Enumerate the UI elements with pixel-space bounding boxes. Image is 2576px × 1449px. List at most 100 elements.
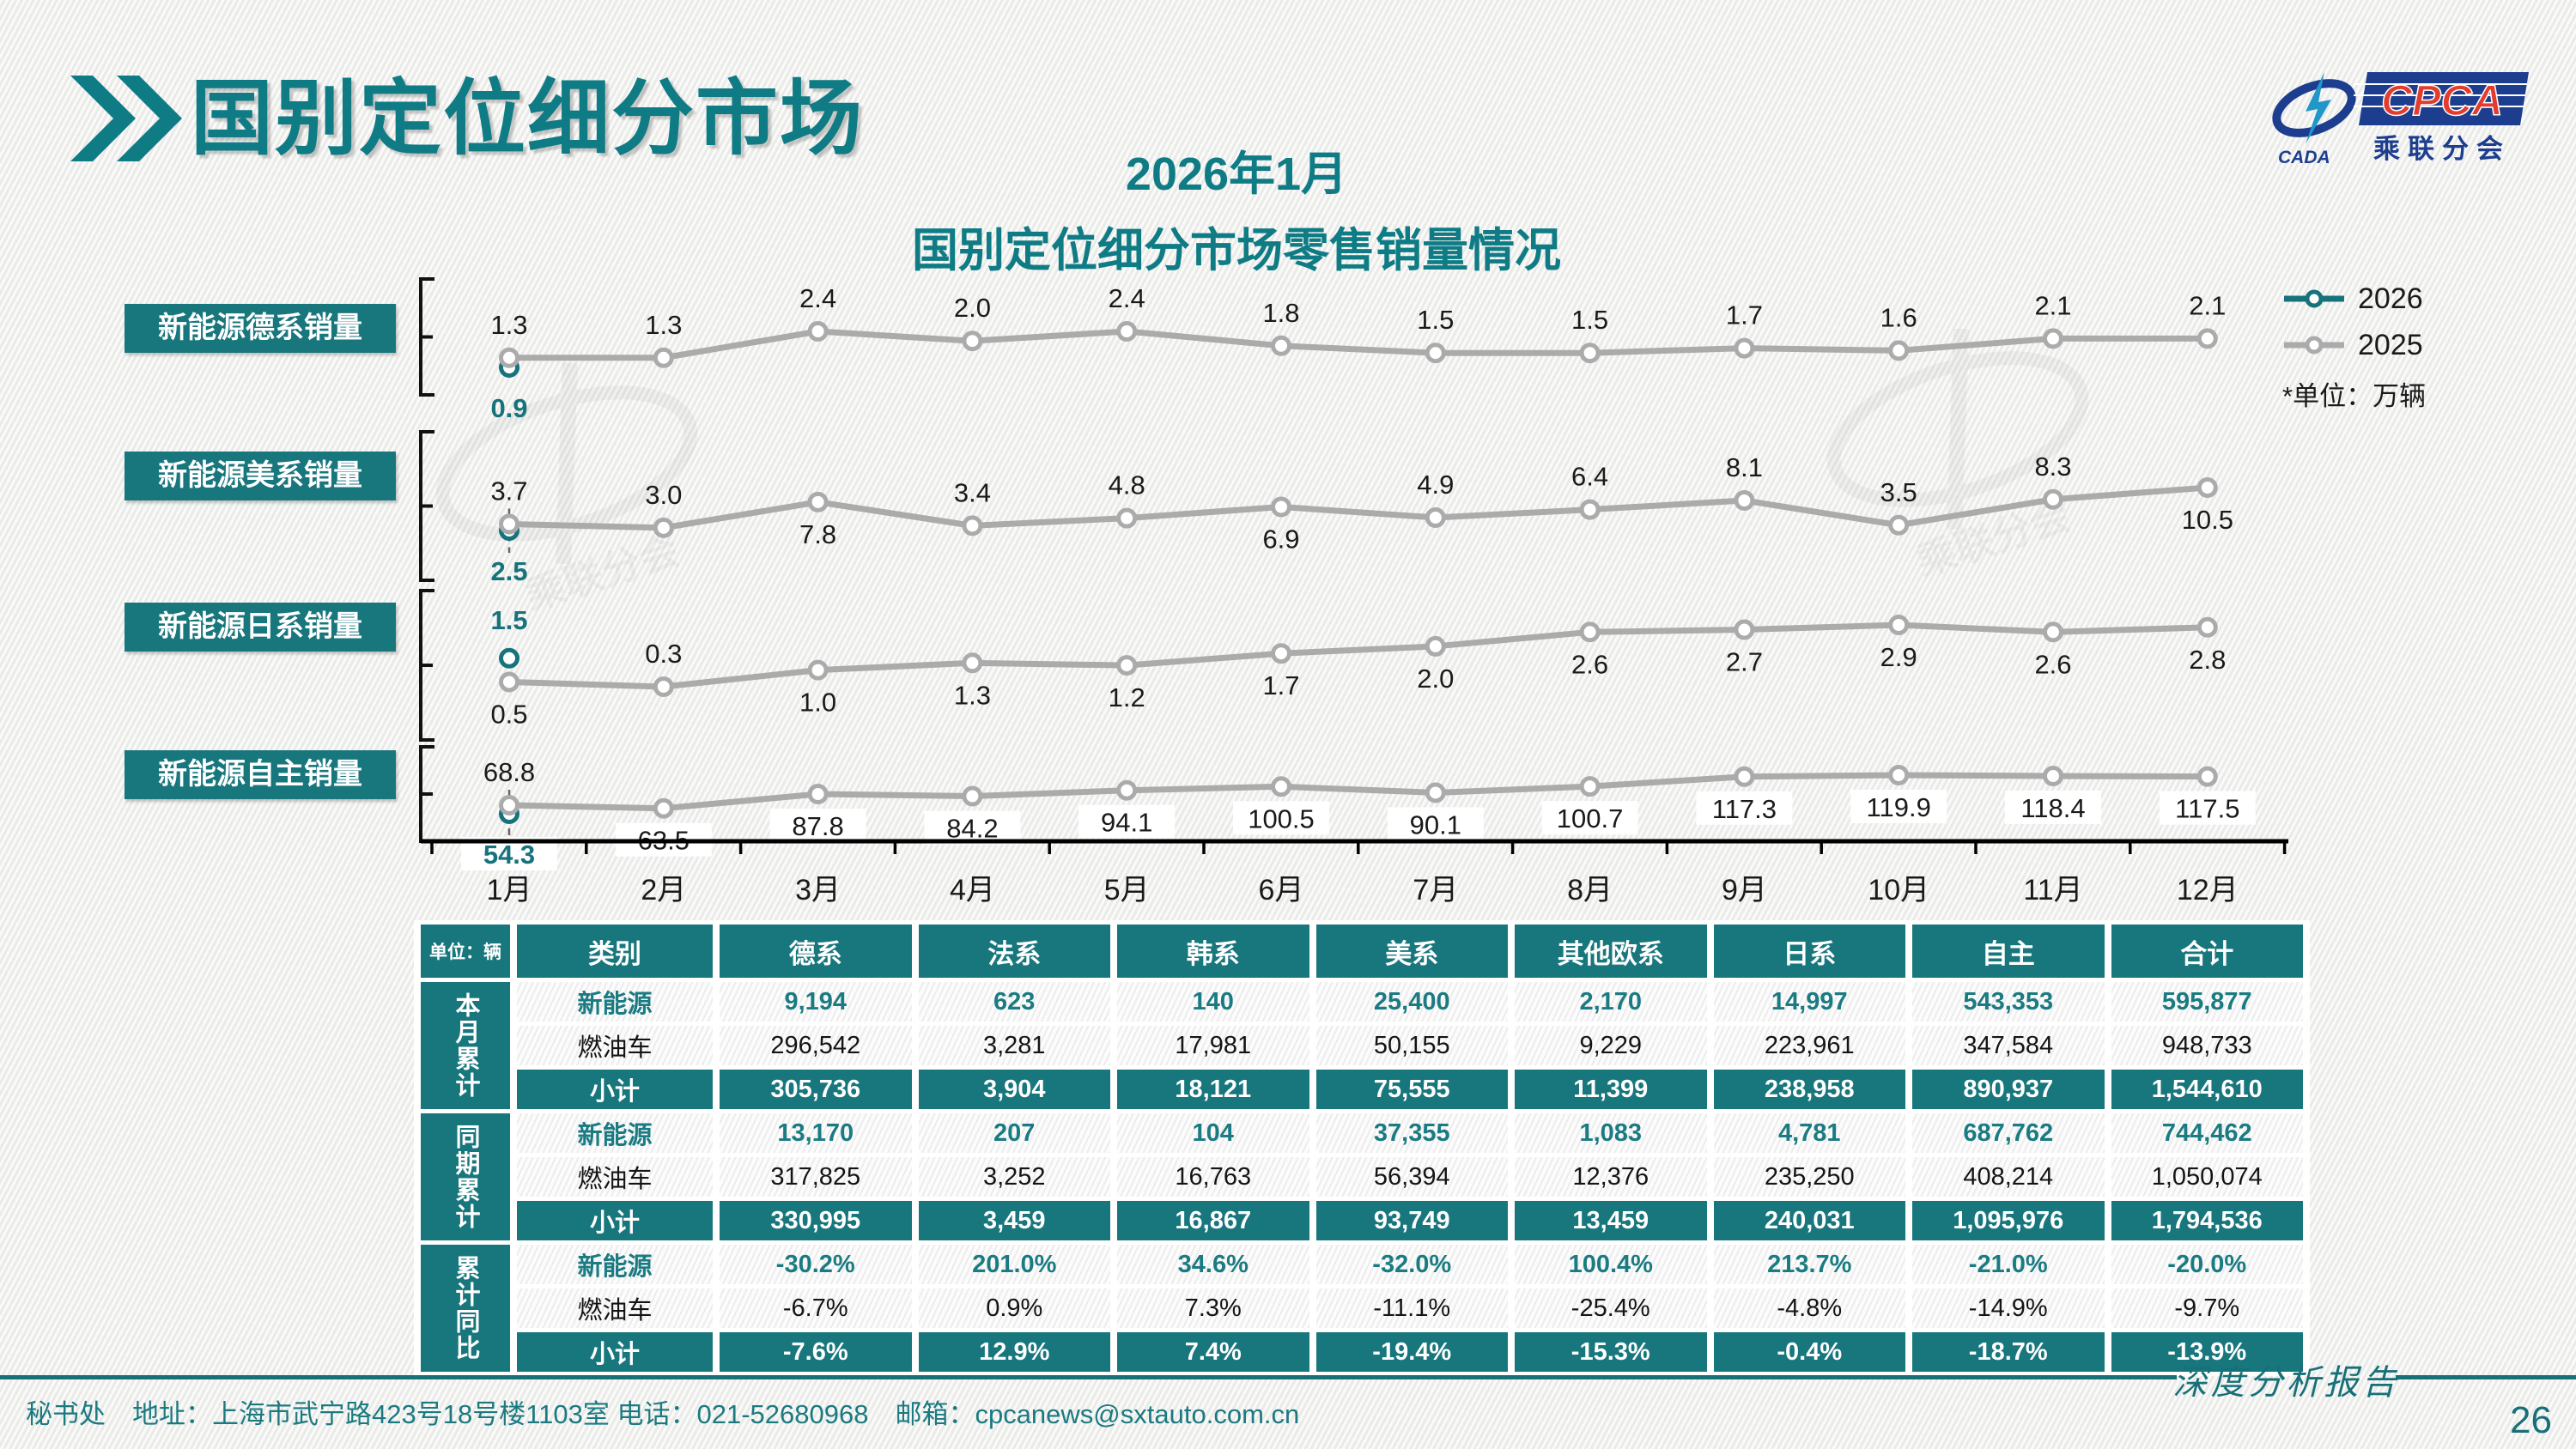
cada-mark: CADA bbox=[2272, 72, 2356, 167]
table-cell: -13.9% bbox=[2111, 1332, 2303, 1372]
month-label: 1月 bbox=[487, 874, 532, 906]
cpca-mark: CPCA 乘联分会 bbox=[2354, 72, 2529, 164]
series-point-2025 bbox=[1734, 337, 1755, 359]
value-label-2025: 1.7 bbox=[1726, 300, 1763, 330]
column-header: 合计 bbox=[2111, 925, 2303, 978]
value-label-2025: 117.3 bbox=[1712, 794, 1777, 824]
label-chip bbox=[1850, 790, 1947, 823]
value-label-2025: 2.8 bbox=[2189, 645, 2226, 675]
series-point-2025 bbox=[1271, 643, 1291, 664]
table-cell: 3,459 bbox=[918, 1201, 1110, 1240]
value-label-2025: 1.0 bbox=[799, 688, 836, 718]
value-label-2025: 2.0 bbox=[1417, 664, 1454, 694]
column-header: 类别 bbox=[517, 925, 713, 978]
label-chip bbox=[769, 809, 866, 843]
value-label-2025: 2.4 bbox=[1109, 283, 1145, 313]
page-title: 国别定位细分市场 bbox=[191, 73, 864, 165]
value-label-2025: 1.3 bbox=[954, 680, 991, 710]
row-label: 新能源 bbox=[517, 982, 713, 1022]
value-label-2025: 63.5 bbox=[638, 826, 690, 856]
series-point-2025 bbox=[962, 785, 983, 807]
table-row: 累计同比 新能源 -30.2% 201.0% 34.6% -32.0% 100.4% 213.… bbox=[421, 1245, 2303, 1372]
table-cell: 207 bbox=[918, 1113, 1110, 1153]
cpca-subtext: 乘联分会 bbox=[2373, 134, 2511, 164]
table-cell: 16,763 bbox=[1117, 1157, 1309, 1197]
chart-0: 0.9 1.3 1.3 2.4 2.0 2.4 1.8 1.5 1.5 1.7 1.6 2.1 2.1 bbox=[419, 277, 2226, 423]
table-cell: 9,229 bbox=[1515, 1026, 1707, 1065]
page-number: 26 bbox=[2510, 1399, 2552, 1441]
label-chip bbox=[1541, 801, 1638, 835]
month-label: 12月 bbox=[2177, 874, 2239, 906]
label-chip bbox=[2159, 791, 2256, 825]
month-label: 2月 bbox=[641, 874, 686, 906]
footer-rule-right bbox=[2396, 1375, 2576, 1379]
svg-text:乘联分会: 乘联分会 bbox=[1911, 493, 2075, 584]
table-cell: 13,459 bbox=[1515, 1201, 1707, 1240]
table-cell: 140 bbox=[1117, 982, 1309, 1022]
table-row: 燃油车 317,825 3,252 16,763 56,394 12,376 235,250… bbox=[421, 1157, 2303, 1197]
table-row: 小计 -7.6% 12.9% 7.4% -19.4% -15.3% -0.4% -18.7% -… bbox=[421, 1332, 2303, 1372]
table-cell: 296,542 bbox=[720, 1026, 912, 1065]
legend-item-2026: 2026 bbox=[2282, 280, 2423, 318]
value-label-2025: 100.5 bbox=[1248, 803, 1315, 834]
table-unit-label: 单位：辆 bbox=[421, 925, 510, 978]
table-cell: 240,031 bbox=[1713, 1201, 1905, 1240]
table-cell: -4.8% bbox=[1713, 1288, 1905, 1328]
table-cell: 235,250 bbox=[1713, 1157, 1905, 1197]
value-label-2025: 2.9 bbox=[1880, 642, 1917, 672]
value-label-2025: 2.7 bbox=[1726, 647, 1763, 677]
table-cell: 17,981 bbox=[1117, 1026, 1309, 1065]
series-point-2025 bbox=[1425, 343, 1446, 364]
table-cell: 317,825 bbox=[720, 1157, 912, 1197]
value-label-2025: 1.2 bbox=[1109, 682, 1145, 712]
series-point-2025 bbox=[1116, 321, 1138, 342]
value-label-2025: 4.8 bbox=[1109, 470, 1145, 500]
column-header: 日系 bbox=[1713, 925, 1905, 978]
table-cell: 34.6% bbox=[1117, 1245, 1309, 1284]
table-cell: 948,733 bbox=[2111, 1026, 2303, 1065]
series-point-2025 bbox=[2196, 328, 2218, 349]
series-line-2025 bbox=[508, 772, 2208, 812]
legend: 2026 2025 bbox=[2282, 280, 2423, 364]
table-cell: -21.0% bbox=[1912, 1245, 2105, 1284]
chart-1: 2.5 3.7 3.0 7.8 3.4 4.8 6.9 4.9 6.4 8.1 3.5 8.3 10.5 bbox=[419, 430, 2233, 586]
table-cell: -15.3% bbox=[1515, 1332, 1707, 1372]
series-point-2025 bbox=[653, 517, 674, 538]
table-cell: 12.9% bbox=[918, 1332, 1110, 1372]
value-label-2025: 1.5 bbox=[1417, 305, 1454, 335]
subtitle-line2: 国别定位细分市场零售销量情况 bbox=[912, 225, 1561, 276]
value-label-2025: 1.8 bbox=[1262, 298, 1299, 328]
subtitle-line1: 2026年1月 bbox=[1125, 149, 1348, 200]
value-label-2025: 6.4 bbox=[1571, 462, 1608, 492]
value-label-2025: 2.0 bbox=[954, 293, 991, 323]
table-cell: 330,995 bbox=[720, 1201, 912, 1240]
axis-bracket bbox=[419, 745, 434, 843]
series-point-2025 bbox=[807, 659, 829, 681]
table-row: 小计 330,995 3,459 16,867 93,749 13,459 240,031 1… bbox=[421, 1201, 2303, 1240]
value-label-2025: 1.3 bbox=[645, 310, 682, 340]
series-point-2025 bbox=[1271, 335, 1291, 356]
label-chip bbox=[924, 810, 1021, 845]
series-point-2025 bbox=[1271, 776, 1291, 797]
value-label-2025: 3.7 bbox=[490, 476, 527, 506]
series-point-2025 bbox=[1579, 621, 1601, 643]
series-point-2025 bbox=[1888, 765, 1910, 785]
series-point-2026 bbox=[499, 803, 519, 824]
table-row: 本月累计 新能源 9,194 623 140 25,400 2,170 14,997 543,3… bbox=[421, 982, 2303, 1109]
series-point-2025 bbox=[2043, 488, 2063, 510]
chart-label-nev-german: 新能源德系销量 bbox=[125, 304, 396, 353]
watermark: 乘联分会 bbox=[1826, 328, 2089, 585]
table-cell: 7.4% bbox=[1117, 1332, 1309, 1372]
value-label-2025: 90.1 bbox=[1410, 809, 1461, 840]
series-point-2025 bbox=[499, 347, 519, 368]
value-label-2025: 10.5 bbox=[2182, 505, 2233, 535]
footer-contact-info: 秘书处 地址：上海市武宁路423号18号楼1103室 电话：021-526809… bbox=[26, 1399, 1300, 1429]
chart-label-nev-domestic: 新能源自主销量 bbox=[125, 750, 396, 799]
series-point-2025 bbox=[1271, 496, 1291, 518]
series-point-2025 bbox=[499, 513, 519, 535]
value-label-2025: 2.4 bbox=[799, 283, 836, 313]
column-header: 自主 bbox=[1912, 925, 2105, 978]
column-header: 德系 bbox=[720, 925, 912, 978]
value-label-2025: 4.9 bbox=[1417, 470, 1454, 500]
month-label: 7月 bbox=[1413, 874, 1458, 906]
